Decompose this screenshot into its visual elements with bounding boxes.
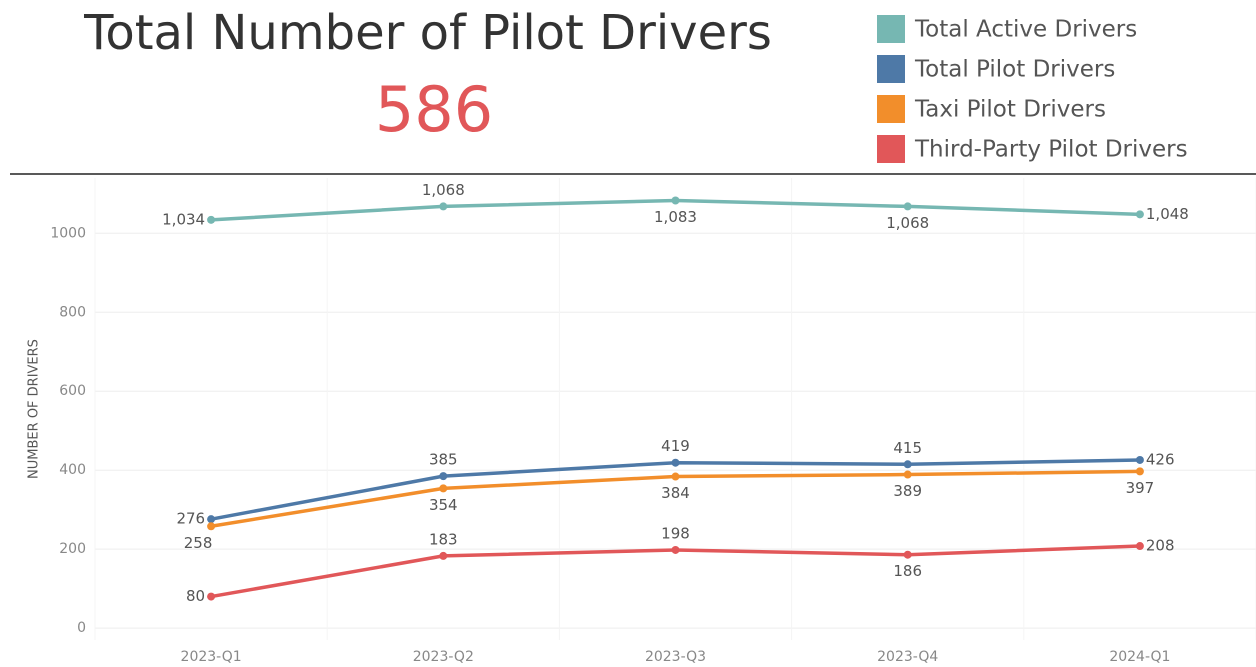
data-point bbox=[207, 522, 216, 531]
data-point bbox=[903, 460, 912, 469]
kpi-value: 586 bbox=[375, 73, 493, 146]
data-point bbox=[439, 472, 448, 481]
legend-swatch bbox=[877, 15, 905, 43]
x-tick-label: 2024-Q1 bbox=[1109, 649, 1170, 665]
data-label: 385 bbox=[429, 451, 458, 469]
data-label: 208 bbox=[1146, 537, 1175, 555]
data-label: 1,068 bbox=[886, 214, 929, 232]
x-tick-label: 2023-Q1 bbox=[181, 649, 242, 665]
data-label: 419 bbox=[661, 437, 690, 455]
data-label: 384 bbox=[661, 484, 690, 502]
data-point bbox=[1135, 210, 1144, 219]
data-label: 1,083 bbox=[654, 208, 697, 226]
data-point bbox=[903, 550, 912, 559]
y-tick-label: 200 bbox=[59, 541, 86, 557]
data-point bbox=[1135, 542, 1144, 551]
x-tick-label: 2023-Q2 bbox=[413, 649, 474, 665]
data-point bbox=[671, 472, 680, 481]
y-tick-label: 0 bbox=[77, 620, 86, 636]
legend-label: Total Pilot Drivers bbox=[914, 57, 1115, 83]
data-point bbox=[1135, 455, 1144, 464]
legend-label: Third-Party Pilot Drivers bbox=[914, 137, 1188, 163]
y-axis-label: NUMBER OF DRIVERS bbox=[27, 339, 42, 479]
data-label: 1,034 bbox=[162, 210, 205, 228]
data-point bbox=[207, 515, 216, 524]
data-label: 186 bbox=[893, 562, 922, 580]
data-label: 389 bbox=[893, 482, 922, 500]
data-label: 354 bbox=[429, 496, 458, 514]
data-point bbox=[207, 592, 216, 601]
data-label: 183 bbox=[429, 530, 458, 548]
data-point bbox=[903, 470, 912, 479]
y-tick-label: 800 bbox=[59, 304, 86, 320]
data-label: 276 bbox=[176, 510, 205, 528]
data-label: 258 bbox=[184, 534, 213, 552]
y-tick-label: 600 bbox=[59, 383, 86, 399]
data-point bbox=[439, 551, 448, 560]
y-tick-label: 1000 bbox=[50, 225, 86, 241]
x-tick-label: 2023-Q3 bbox=[645, 649, 706, 665]
data-point bbox=[439, 484, 448, 493]
data-label: 198 bbox=[661, 524, 690, 542]
x-tick-label: 2023-Q4 bbox=[877, 649, 938, 665]
y-tick-label: 400 bbox=[59, 462, 86, 478]
legend-swatch bbox=[877, 55, 905, 83]
data-label: 415 bbox=[893, 439, 922, 457]
data-point bbox=[671, 196, 680, 205]
data-point bbox=[671, 458, 680, 467]
legend-label: Total Active Drivers bbox=[914, 17, 1137, 43]
legend-swatch bbox=[877, 95, 905, 123]
data-label: 426 bbox=[1146, 450, 1175, 468]
data-point bbox=[207, 215, 216, 224]
data-point bbox=[671, 545, 680, 554]
data-point bbox=[439, 202, 448, 211]
data-label: 80 bbox=[186, 587, 205, 605]
legend-swatch bbox=[877, 135, 905, 163]
data-point bbox=[903, 202, 912, 211]
data-point bbox=[1135, 467, 1144, 476]
title: Total Number of Pilot Drivers bbox=[83, 5, 772, 61]
legend-label: Taxi Pilot Drivers bbox=[914, 97, 1106, 123]
data-label: 397 bbox=[1126, 479, 1155, 497]
data-label: 1,068 bbox=[422, 181, 465, 199]
data-label: 1,048 bbox=[1146, 205, 1189, 223]
